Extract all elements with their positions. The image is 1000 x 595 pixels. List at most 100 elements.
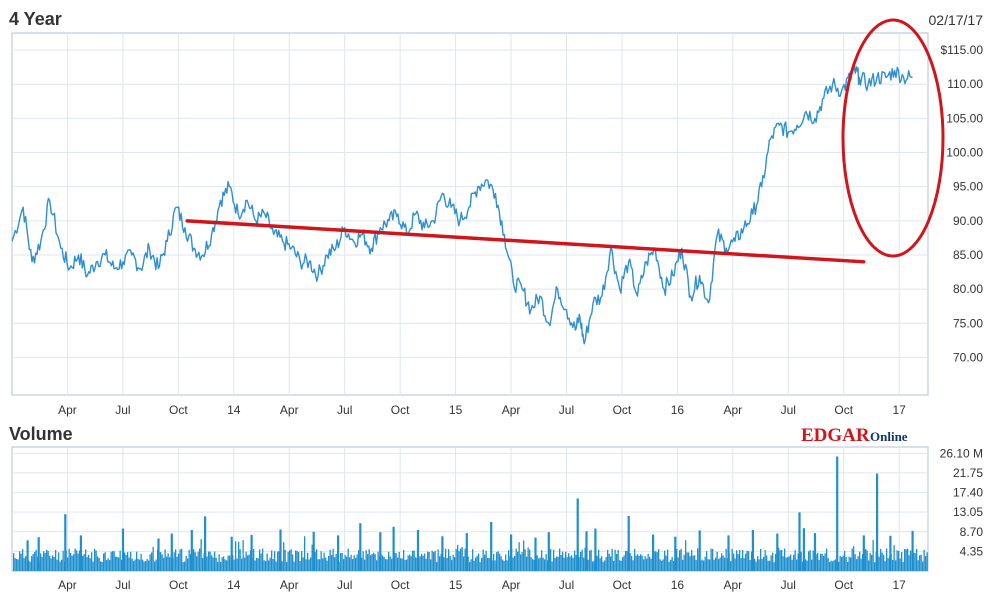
volume-bar — [656, 552, 658, 571]
volume-bar — [335, 554, 337, 571]
volume-bar — [164, 549, 166, 571]
volume-bar — [35, 549, 37, 571]
volume-bar — [560, 554, 562, 571]
volume-bar — [94, 548, 96, 571]
volume-bar — [812, 550, 814, 571]
volume-bar — [715, 557, 717, 571]
volume-bar — [71, 555, 73, 571]
volume-bar — [772, 552, 774, 571]
volume-bar — [641, 555, 643, 571]
volume-bar — [637, 554, 639, 571]
volume-bar — [116, 556, 118, 571]
volume-bar — [805, 559, 807, 571]
volume-bar — [146, 559, 148, 571]
volume-bar — [43, 551, 45, 571]
price-y-tick-label: 110.00 — [947, 77, 983, 91]
volume-bar — [502, 559, 504, 571]
volume-bar — [413, 550, 415, 571]
volume-bar — [719, 557, 721, 571]
price-x-tick-label: Oct — [834, 403, 853, 417]
volume-bar — [673, 561, 675, 571]
volume-bar — [580, 551, 582, 571]
volume-bar — [616, 554, 618, 571]
volume-bar — [121, 559, 123, 571]
volume-bar — [283, 542, 285, 571]
volume-x-tick-label: Jul — [337, 578, 352, 592]
volume-bar — [664, 550, 666, 571]
volume-bar — [575, 555, 577, 571]
volume-bar — [221, 557, 223, 571]
volume-spike-bar — [337, 535, 340, 571]
volume-bar — [274, 551, 276, 571]
volume-bar — [736, 550, 738, 571]
volume-bar — [578, 557, 580, 571]
volume-bar — [182, 562, 184, 571]
volume-spike-bar — [26, 540, 29, 571]
volume-bar — [211, 555, 213, 571]
volume-bar — [833, 560, 835, 571]
volume-bar — [68, 548, 70, 571]
volume-bar — [377, 551, 379, 571]
volume-x-tick-label: Jul — [115, 578, 130, 592]
volume-bar — [829, 562, 831, 571]
volume-gridlines — [12, 447, 928, 571]
volume-bar — [821, 553, 823, 571]
volume-bar — [55, 550, 57, 571]
volume-bar — [140, 554, 142, 571]
volume-bar — [209, 551, 211, 571]
volume-bar — [119, 550, 121, 571]
volume-x-tick-label: Jul — [559, 578, 574, 592]
volume-panel-title: Volume — [9, 424, 73, 444]
volume-bar — [854, 554, 856, 571]
volume-bar — [518, 542, 520, 571]
price-x-tick-label: Oct — [169, 403, 188, 417]
volume-y-axis: 26.10 M 21.75 17.40 13.05 8.70 4.35 — [940, 446, 984, 558]
volume-bar — [443, 557, 445, 571]
volume-bar — [497, 551, 499, 571]
volume-bar — [862, 554, 864, 571]
volume-bar — [449, 555, 451, 571]
volume-bar — [175, 549, 177, 571]
volume-spike-bar — [121, 528, 125, 571]
volume-bar — [14, 558, 16, 571]
volume-bar — [56, 559, 58, 571]
volume-bar — [154, 561, 156, 571]
volume-x-tick-label: Oct — [169, 578, 188, 592]
volume-bar — [523, 540, 525, 571]
volume-bar — [566, 557, 568, 571]
volume-bar — [16, 559, 18, 571]
volume-bar — [464, 548, 466, 571]
volume-bar — [703, 560, 705, 571]
volume-bar — [718, 559, 720, 571]
volume-bar — [397, 557, 399, 571]
volume-bar — [178, 553, 180, 571]
volume-bar — [346, 556, 348, 571]
volume-bar — [44, 553, 46, 571]
volume-bar — [781, 550, 783, 571]
volume-bar — [86, 557, 88, 571]
volume-bar — [215, 557, 217, 571]
volume-bar — [569, 556, 571, 571]
volume-bar — [301, 551, 303, 571]
volume-bar — [737, 554, 739, 571]
volume-bar — [410, 556, 412, 571]
volume-bar — [307, 552, 309, 571]
volume-y-tick-label: 4.35 — [960, 544, 984, 558]
volume-bar — [179, 549, 181, 571]
volume-bar — [382, 555, 384, 571]
volume-bar — [775, 553, 777, 571]
volume-spike-bar — [652, 534, 655, 571]
volume-bar — [311, 544, 313, 571]
volume-bar — [794, 550, 796, 571]
volume-bar — [811, 559, 813, 571]
volume-x-tick-label: Oct — [391, 578, 410, 592]
volume-spike-bar — [698, 530, 701, 571]
highlight-ellipse — [841, 18, 945, 258]
volume-bar — [457, 544, 459, 571]
volume-bar — [925, 556, 927, 571]
volume-bar — [419, 556, 421, 571]
volume-bar — [545, 554, 547, 571]
volume-bar — [748, 551, 750, 571]
volume-bar — [635, 555, 637, 571]
